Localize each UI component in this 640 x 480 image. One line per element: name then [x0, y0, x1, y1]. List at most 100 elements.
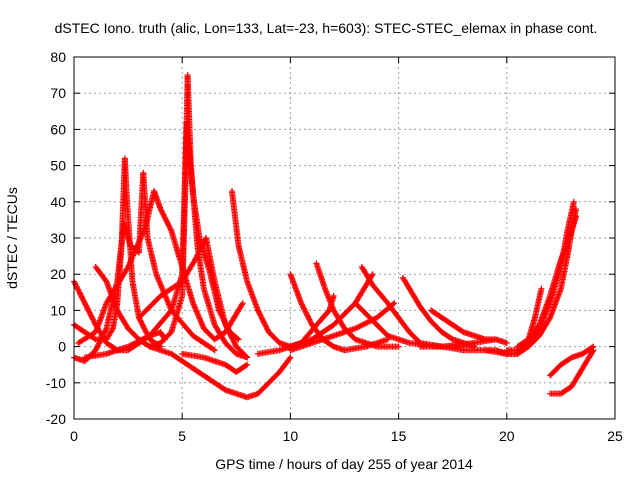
series-arc-4	[75, 187, 246, 346]
data-point	[126, 342, 133, 349]
data-point	[198, 244, 205, 251]
data-point	[100, 330, 107, 337]
ticks: 0 5 10 15 20 25 -20 -10 0 10 20 30 40 50 60 70 80	[46, 49, 623, 444]
data-point	[300, 305, 307, 312]
data-point	[164, 220, 171, 227]
data-point	[137, 318, 144, 325]
data-point	[197, 245, 204, 252]
data-point	[244, 354, 251, 361]
data-point	[225, 328, 232, 335]
data-point	[234, 335, 241, 342]
data-point	[157, 206, 164, 213]
data-point	[109, 326, 116, 333]
data-point	[160, 211, 167, 218]
data-point	[143, 329, 150, 336]
data-point	[167, 225, 174, 232]
data-point	[79, 296, 86, 303]
data-point	[226, 330, 233, 337]
data-point	[93, 345, 100, 352]
series-arc-8	[146, 343, 294, 401]
data-point	[160, 212, 167, 219]
data-point	[257, 312, 264, 319]
data-point	[77, 290, 84, 297]
data-point	[89, 316, 96, 323]
data-point	[229, 336, 236, 343]
data-point	[243, 353, 250, 360]
x-tick-label: 5	[178, 428, 186, 444]
data-point	[300, 304, 307, 311]
data-point	[95, 341, 102, 348]
data-point	[391, 300, 398, 307]
data-point	[200, 240, 207, 247]
data-point	[194, 252, 201, 259]
data-point	[258, 314, 265, 321]
data-point	[260, 318, 267, 325]
data-point	[134, 338, 141, 345]
data-point	[307, 319, 314, 326]
chart-title: dSTEC Iono. truth (alic, Lon=133, Lat=-2…	[55, 20, 598, 36]
data-point	[195, 249, 202, 256]
data-point	[224, 325, 231, 332]
data-point	[223, 324, 230, 331]
data-point	[360, 321, 367, 328]
data-point	[590, 347, 597, 354]
data-point	[98, 335, 105, 342]
data-point	[159, 210, 166, 217]
data-point	[98, 336, 105, 343]
series-arc-14	[287, 300, 398, 354]
data-point	[87, 311, 94, 318]
data-point	[192, 255, 199, 262]
data-point	[287, 354, 294, 361]
data-point	[357, 322, 364, 329]
data-point	[137, 337, 144, 344]
series-arc-18	[428, 307, 510, 346]
y-tick-label: 80	[50, 49, 66, 65]
data-point	[142, 334, 149, 341]
data-point	[92, 347, 99, 354]
data-point	[196, 248, 203, 255]
series-arc-10	[179, 350, 251, 375]
series-layer	[71, 72, 597, 401]
data-point	[167, 226, 174, 233]
data-point	[93, 344, 100, 351]
data-point	[125, 343, 132, 350]
data-point	[163, 218, 170, 225]
series-arc-22	[514, 213, 580, 350]
data-point	[352, 325, 359, 332]
data-point	[131, 340, 138, 347]
data-point	[227, 332, 234, 339]
data-point	[235, 336, 242, 343]
data-point	[286, 355, 293, 362]
x-tick-label: 20	[499, 428, 515, 444]
data-point	[127, 342, 134, 349]
data-point	[194, 251, 201, 258]
data-point	[77, 292, 84, 299]
data-point	[355, 324, 362, 331]
data-point	[161, 214, 168, 221]
data-point	[301, 306, 308, 313]
y-tick-label: 30	[50, 230, 66, 246]
data-point	[100, 332, 107, 339]
data-point	[227, 331, 234, 338]
data-point	[211, 347, 218, 354]
data-point	[231, 339, 238, 346]
data-point	[263, 325, 270, 332]
y-tick-label: 0	[58, 339, 66, 355]
data-point	[302, 309, 309, 316]
y-tick-label: 50	[50, 158, 66, 174]
data-point	[96, 339, 103, 346]
data-point	[223, 323, 230, 330]
data-point	[86, 309, 93, 316]
grid	[74, 57, 615, 419]
data-point	[198, 243, 205, 250]
data-point	[81, 300, 88, 307]
data-point	[244, 361, 251, 368]
data-point	[83, 304, 90, 311]
data-point	[364, 319, 371, 326]
data-point	[258, 315, 265, 322]
data-point	[164, 219, 171, 226]
data-point	[135, 338, 142, 345]
data-point	[97, 337, 104, 344]
data-point	[238, 301, 245, 308]
data-point	[162, 215, 169, 222]
